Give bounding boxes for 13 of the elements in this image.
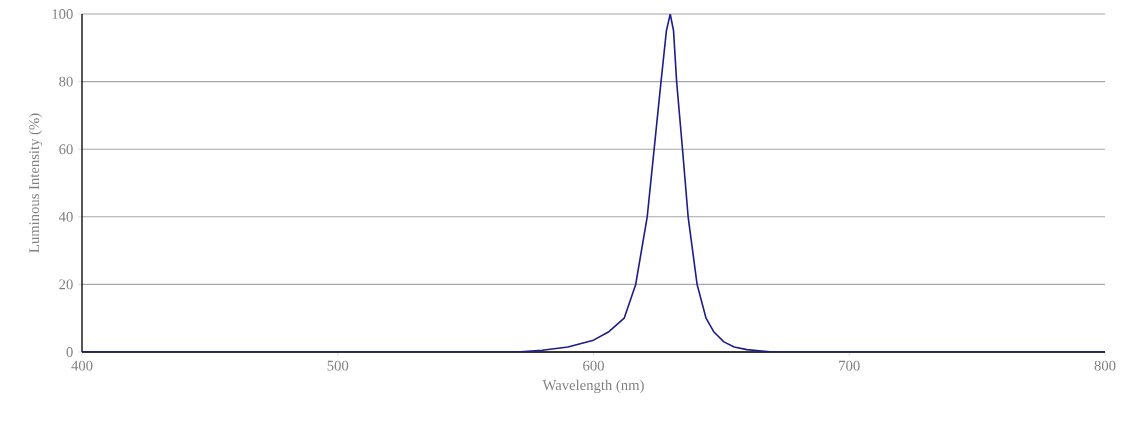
y-tick-label: 20 [59, 279, 73, 290]
x-tick-label: 500 [327, 360, 349, 371]
x-tick-label: 700 [839, 360, 860, 371]
y-tick-label: 80 [59, 76, 73, 87]
y-tick-label: 40 [58, 211, 73, 222]
y-tick-label: 100 [52, 9, 73, 19]
y-tick-label: 0 [66, 347, 73, 357]
x-tick-label: 800 [1094, 360, 1116, 371]
y-tick-label: 60 [59, 144, 73, 155]
x-tick-label: 400 [71, 360, 93, 371]
y-axis-title: Luminous Intensity (%) [28, 113, 43, 253]
x-tick-label: 600 [583, 360, 604, 371]
x-axis-title: Wavelength (nm) [542, 379, 644, 394]
